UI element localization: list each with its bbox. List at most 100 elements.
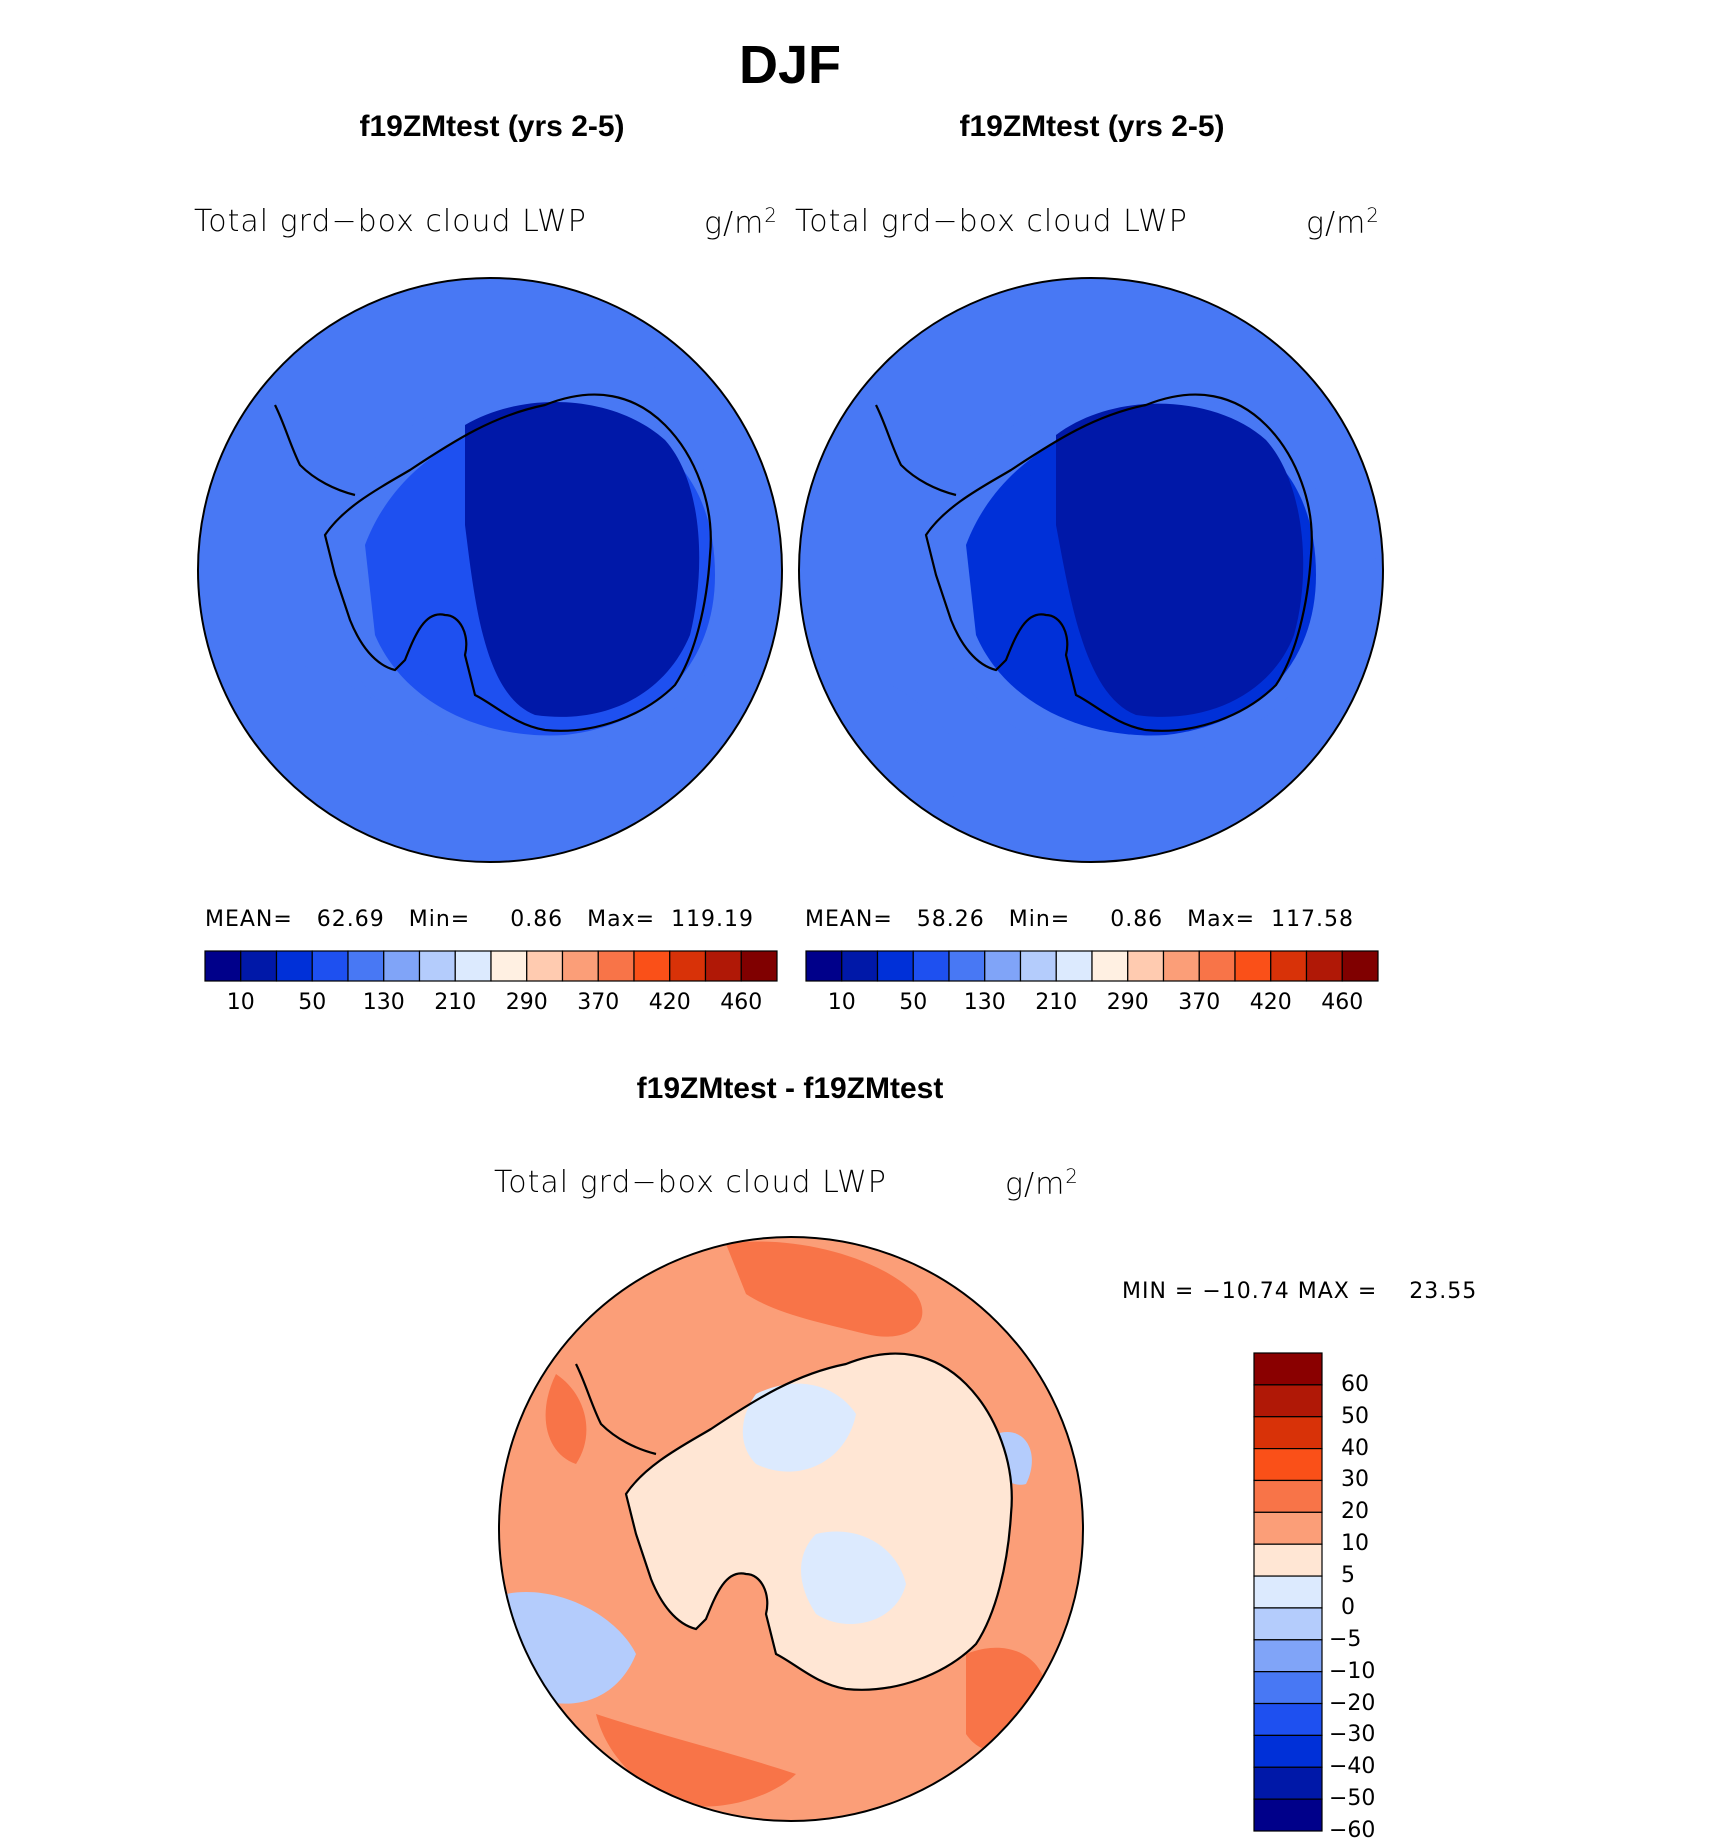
colorbar-tick-label: 210 — [1035, 990, 1078, 1015]
map-ocean-patch — [715, 425, 782, 605]
colorbar-swatch — [1253, 1607, 1323, 1641]
colorbar-swatch — [454, 950, 492, 982]
colorbar-swatch — [275, 950, 313, 982]
map-continent-patch — [801, 1531, 906, 1624]
main-title: DJF — [738, 35, 842, 95]
colorbar-swatch — [1253, 1766, 1323, 1800]
colorbar-tick-label: −50 — [1329, 1786, 1376, 1812]
colorbar-tick-label: −60 — [1329, 1818, 1376, 1843]
colorbar-swatch — [1253, 1511, 1323, 1545]
panel-1-colorbar — [204, 950, 778, 982]
colorbar-tick-label: −10 — [1329, 1658, 1376, 1684]
colorbar-swatch — [1253, 1575, 1323, 1609]
colorbar-swatch — [347, 950, 385, 982]
colorbar-swatch — [1253, 1543, 1323, 1577]
colorbar-tick-label: 460 — [1321, 990, 1364, 1015]
diff-stats: MIN = −10.74 MAX = 23.55 — [1122, 1279, 1478, 1304]
panel-2-units: g/m2 — [1306, 204, 1380, 241]
colorbar-tick-label: −30 — [1329, 1722, 1376, 1748]
diff-variable-label: Total grd−box cloud LWP — [494, 1165, 887, 1200]
diff-colorbar — [1253, 1352, 1323, 1832]
map-continent-fill — [626, 1353, 1012, 1690]
colorbar-swatch — [1055, 950, 1093, 982]
diff-case-title: f19ZMtest - f19ZMtest — [636, 1072, 944, 1105]
colorbar-swatch — [1253, 1639, 1323, 1673]
colorbar-swatch — [383, 950, 421, 982]
colorbar-swatch — [1270, 950, 1308, 982]
panel-2-stats: MEAN= 58.26 Min= 0.86 Max= 117.58 — [805, 907, 1355, 932]
colorbar-swatch — [669, 950, 707, 982]
colorbar-swatch — [561, 950, 599, 982]
colorbar-tick-label: 60 — [1341, 1371, 1369, 1397]
colorbar-tick-label: 290 — [1106, 990, 1149, 1015]
colorbar-swatch — [1253, 1352, 1323, 1386]
map-ocean-patch — [315, 278, 665, 389]
colorbar-tick-label: −40 — [1329, 1754, 1376, 1780]
colorbar-swatch — [912, 950, 950, 982]
colorbar-tick-label: 10 — [827, 990, 856, 1015]
colorbar-tick-label: 420 — [648, 990, 691, 1015]
colorbar-swatch — [740, 950, 778, 982]
colorbar-tick-label: 10 — [1341, 1531, 1369, 1557]
map-high-patch — [726, 1241, 923, 1337]
colorbar-swatch — [1198, 950, 1236, 982]
colorbar-swatch — [1253, 1702, 1323, 1736]
colorbar-tick-label: 130 — [963, 990, 1006, 1015]
panel-1-units: g/m2 — [704, 204, 778, 241]
colorbar-tick-label: 50 — [298, 990, 327, 1015]
colorbar-swatch — [633, 950, 671, 982]
colorbar-swatch — [1162, 950, 1200, 982]
panel-2-case-title: f19ZMtest (yrs 2-5) — [959, 110, 1225, 143]
panel-1-variable-label: Total grd−box cloud LWP — [194, 204, 587, 239]
colorbar-tick-label: 420 — [1249, 990, 1292, 1015]
colorbar-tick-label: 40 — [1341, 1435, 1369, 1461]
colorbar-swatch — [1253, 1384, 1323, 1418]
colorbar-tick-label: 50 — [899, 990, 928, 1015]
colorbar-swatch — [240, 950, 278, 982]
colorbar-swatch — [1305, 950, 1343, 982]
colorbar-swatch — [984, 950, 1022, 982]
colorbar-swatch — [204, 950, 242, 982]
diff-units: g/m2 — [1005, 1165, 1079, 1202]
colorbar-tick-label: 0 — [1341, 1594, 1355, 1620]
colorbar-swatch — [1234, 950, 1272, 982]
colorbar-tick-label: 10 — [226, 990, 255, 1015]
colorbar-swatch — [418, 950, 456, 982]
map-interior-fill — [1056, 403, 1304, 717]
colorbar-swatch — [841, 950, 879, 982]
colorbar-tick-label: 290 — [505, 990, 548, 1015]
diff-polar-map — [498, 1236, 1084, 1822]
colorbar-swatch — [1091, 950, 1129, 982]
map-interior-fill — [465, 402, 700, 717]
colorbar-swatch — [526, 950, 564, 982]
panel-2-colorbar — [805, 950, 1379, 982]
panel-2-variable-label: Total grd−box cloud LWP — [795, 204, 1188, 239]
colorbar-swatch — [1341, 950, 1379, 982]
map-high-patch — [545, 1374, 587, 1464]
colorbar-swatch — [805, 950, 843, 982]
panel-1-polar-map — [197, 277, 783, 863]
colorbar-tick-label: 210 — [434, 990, 477, 1015]
colorbar-swatch — [1253, 1798, 1323, 1832]
colorbar-swatch — [1253, 1671, 1323, 1705]
colorbar-swatch — [1253, 1416, 1323, 1450]
colorbar-swatch — [876, 950, 914, 982]
colorbar-swatch — [1253, 1734, 1323, 1768]
colorbar-tick-label: 20 — [1341, 1499, 1369, 1525]
colorbar-swatch — [1253, 1447, 1323, 1482]
colorbar-swatch — [311, 950, 349, 982]
colorbar-tick-label: −20 — [1329, 1690, 1376, 1716]
colorbar-tick-label: 30 — [1341, 1467, 1369, 1493]
map-ocean-patch — [1306, 365, 1383, 575]
colorbar-swatch — [704, 950, 742, 982]
colorbar-tick-label: −5 — [1329, 1626, 1362, 1652]
colorbar-tick-label: 5 — [1341, 1563, 1355, 1589]
colorbar-swatch — [490, 950, 528, 982]
panel-1-case-title: f19ZMtest (yrs 2-5) — [359, 110, 625, 143]
colorbar-tick-label: 370 — [577, 990, 620, 1015]
colorbar-tick-label: 130 — [362, 990, 405, 1015]
colorbar-tick-label: 460 — [720, 990, 763, 1015]
map-continent-patch — [742, 1383, 856, 1472]
colorbar-tick-label: 370 — [1178, 990, 1221, 1015]
colorbar-swatch — [597, 950, 635, 982]
